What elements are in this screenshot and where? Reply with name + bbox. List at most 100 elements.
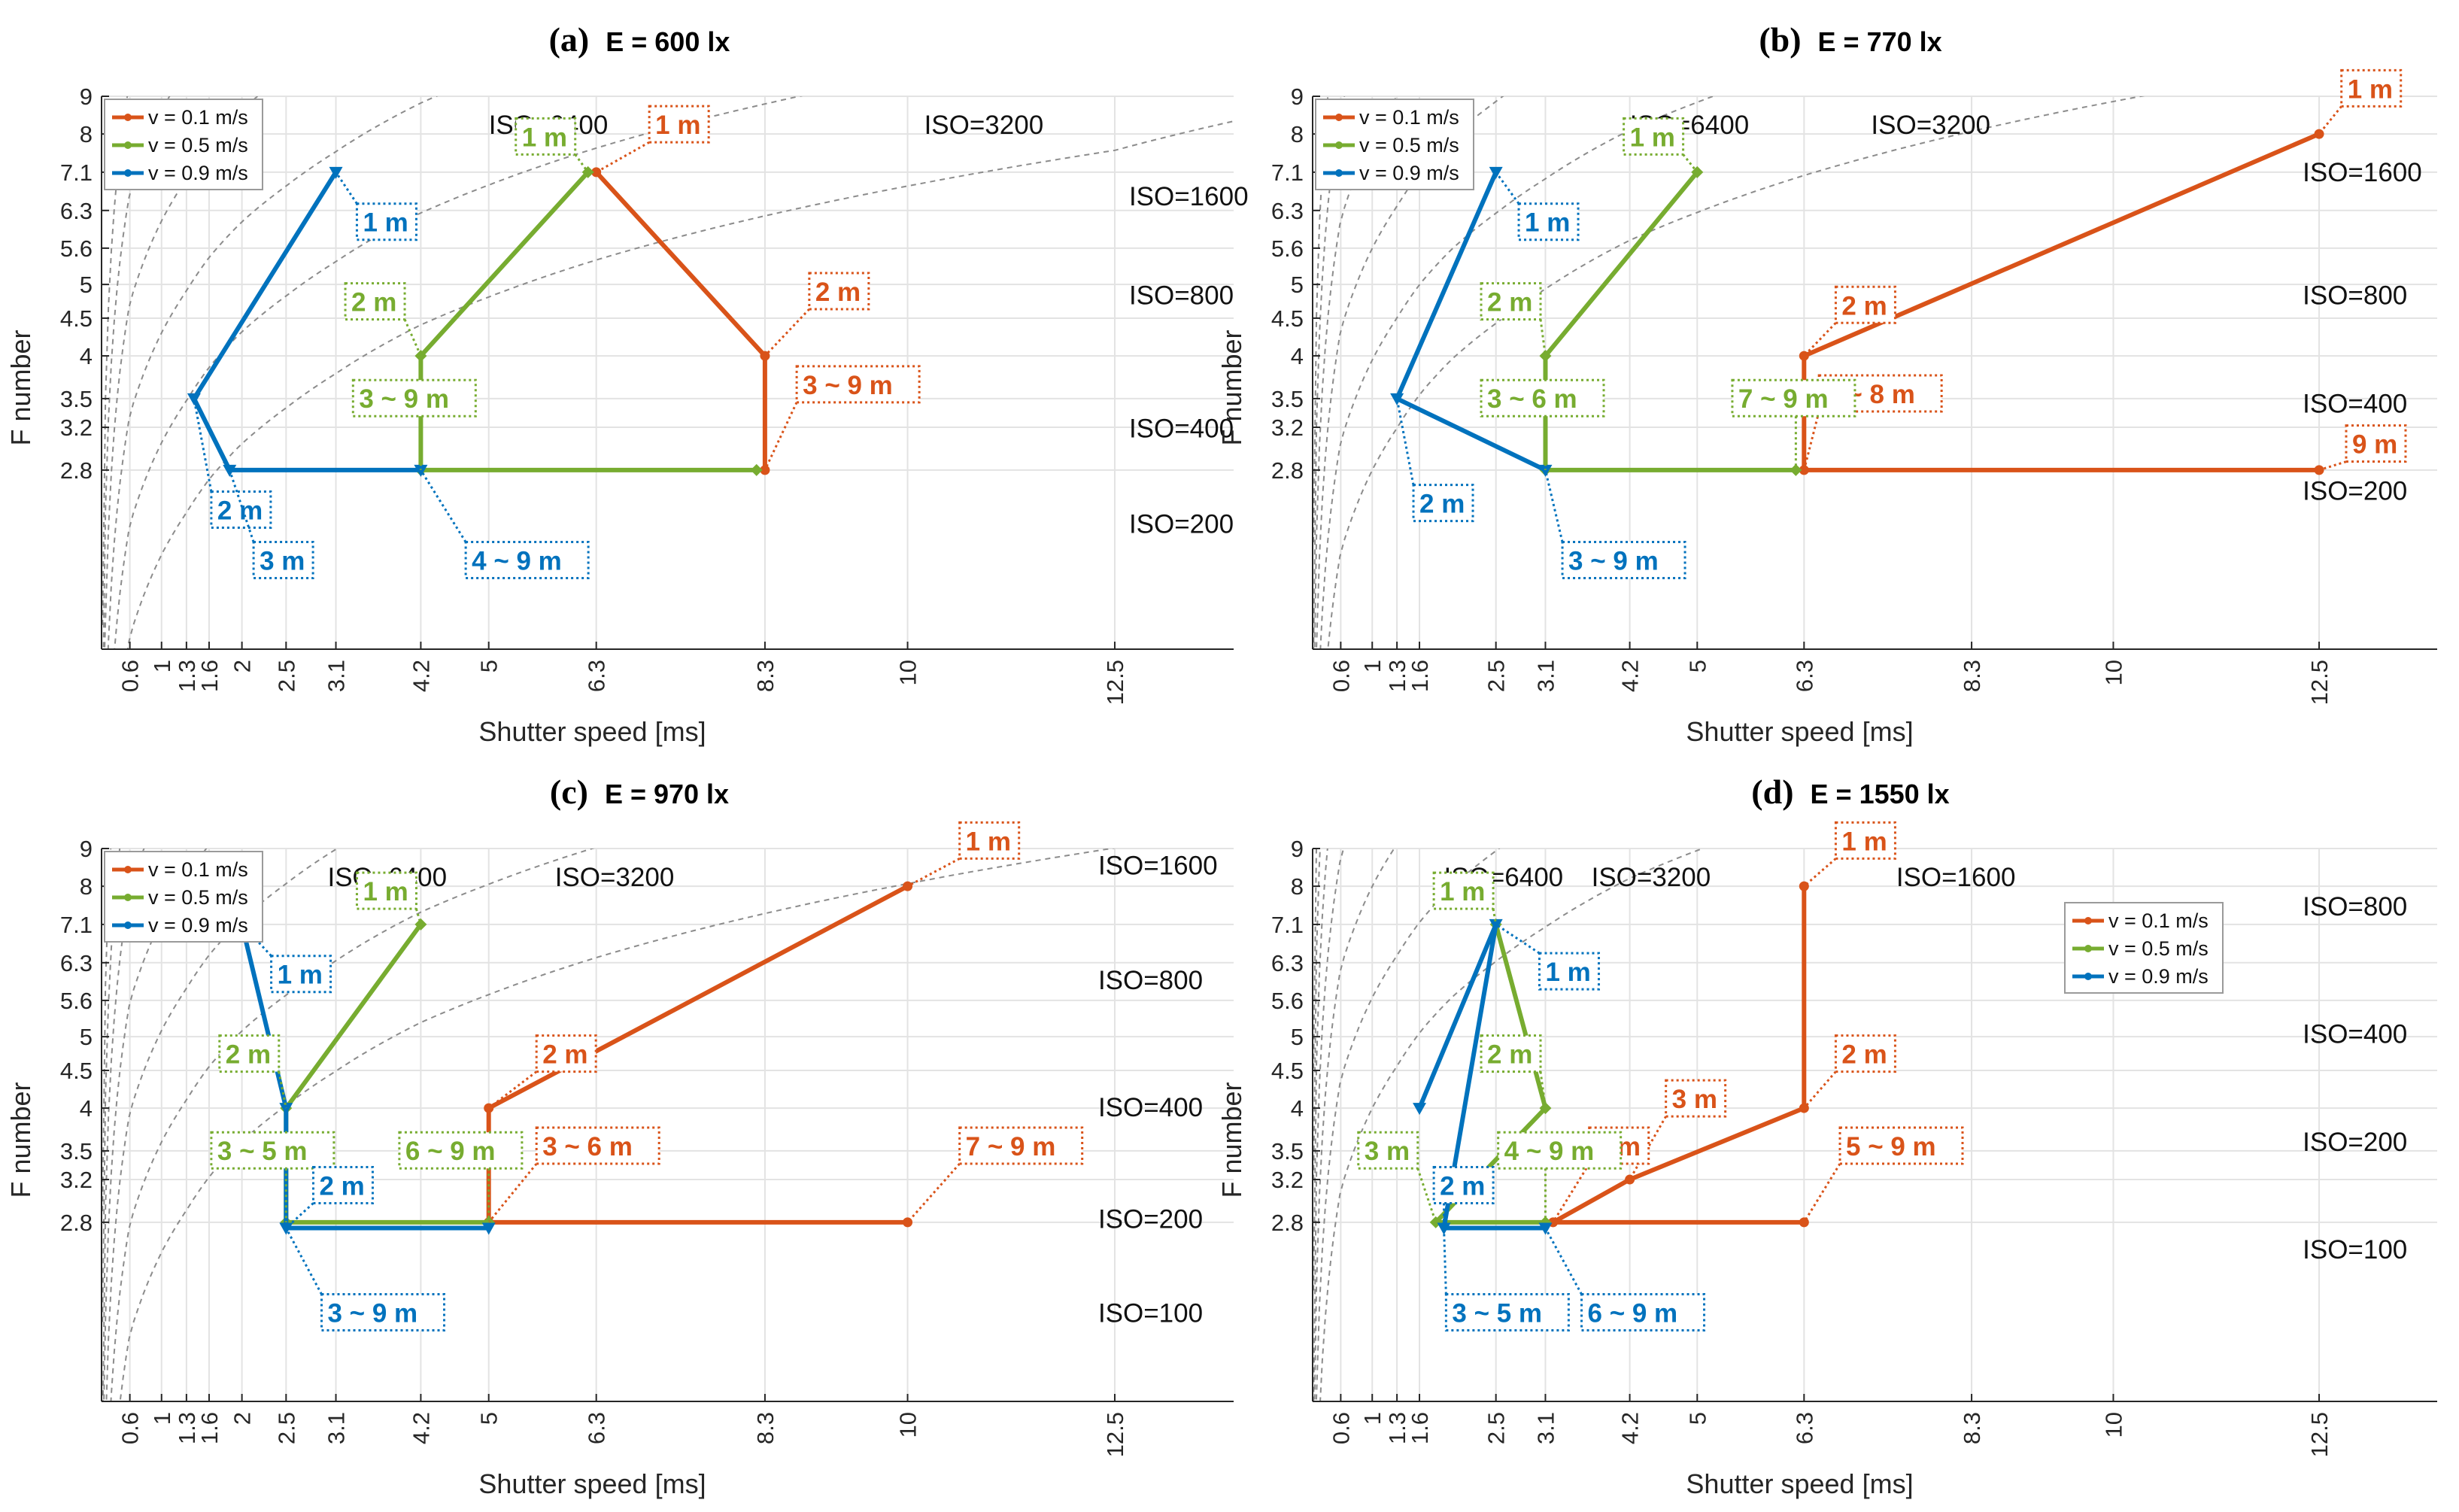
x-axis-label: Shutter speed [ms] <box>478 1468 706 1499</box>
series-line <box>191 171 421 472</box>
data-point <box>1538 464 1553 477</box>
iso-label: ISO=200 <box>1098 1205 1203 1234</box>
y-tick-label: 9 <box>1291 836 1304 862</box>
annotation-label: 1 m <box>1630 123 1675 152</box>
annotation-label: 3 m <box>1365 1137 1410 1166</box>
x-tick-label: 1 <box>149 1412 175 1425</box>
iso-curve-group <box>1313 96 2145 649</box>
y-tick-label: 7.1 <box>1271 912 1304 938</box>
iso-label: ISO=800 <box>2303 281 2407 310</box>
data-point <box>1539 1102 1552 1115</box>
x-tick-label: 12.5 <box>2306 1412 2333 1457</box>
iso-label: ISO=400 <box>2303 390 2407 419</box>
annotation-label: 2 m <box>1487 288 1532 317</box>
annotation-box <box>515 117 577 156</box>
x-tick-label: 2.5 <box>273 1412 299 1444</box>
annotation-box <box>1834 1034 1896 1073</box>
x-tick-label: 12.5 <box>1102 1412 1128 1457</box>
x-tick-label: 0.6 <box>117 1412 144 1444</box>
y-tick-label: 4.5 <box>1271 305 1304 332</box>
annotation-box <box>535 1034 597 1073</box>
data-point <box>187 393 201 405</box>
annotation-box <box>1480 378 1605 417</box>
y-tick-label: 5.6 <box>1271 235 1304 262</box>
annotation-leader <box>284 1227 323 1295</box>
legend-marker <box>124 114 132 121</box>
x-tick-label: 8.3 <box>752 1412 779 1444</box>
plot-area <box>102 849 1234 1401</box>
annotation-leader <box>1495 172 1520 205</box>
annotation-leader <box>1539 1071 1547 1109</box>
x-tick-label: 1.6 <box>196 1412 223 1444</box>
y-tick-label: 3.5 <box>1271 1138 1304 1164</box>
y-tick-label: 9 <box>80 83 93 110</box>
iso-label: ISO=1600 <box>1896 863 2016 892</box>
x-tick-label: 1 <box>149 660 175 673</box>
annotation-box <box>1480 282 1542 321</box>
data-point <box>1390 393 1404 405</box>
y-tick-label: 7.1 <box>60 912 93 938</box>
x-tick-label: 6.3 <box>1791 1412 1817 1444</box>
panel-3: (c)E = 970 lxISO=6400ISO=3200ISO=1600ISO… <box>5 773 1234 1499</box>
annotation-box <box>1480 1034 1542 1073</box>
legend-marker <box>124 141 132 149</box>
legend-marker <box>124 921 132 929</box>
x-tick-label: 0.6 <box>1328 660 1354 692</box>
annotation-leader <box>1629 1116 1667 1180</box>
annotation-leader <box>1803 322 1837 357</box>
x-tick-label: 10 <box>895 660 921 685</box>
annotation-box <box>535 1126 660 1165</box>
annotation-label: 2 m <box>1841 1040 1887 1070</box>
iso-label: ISO=200 <box>1129 510 1234 539</box>
annotation-box <box>1517 202 1580 241</box>
annotation-label: 3 ~ 5 m <box>217 1137 308 1166</box>
y-tick-label: 7.1 <box>1271 159 1304 186</box>
panel-letter: (d) <box>1751 773 1793 811</box>
iso-label: ISO=3200 <box>1871 111 1990 140</box>
data-point <box>1413 1103 1427 1116</box>
legend-marker <box>2084 973 2092 980</box>
data-point <box>279 1103 293 1116</box>
y-tick-label: 8 <box>80 873 93 900</box>
annotation-leader <box>1803 1163 1841 1223</box>
y-axis-label: F number <box>5 1082 36 1198</box>
x-tick-label: 8.3 <box>1959 1412 1985 1444</box>
y-tick-label: 5.6 <box>60 988 93 1014</box>
panel-letter: (a) <box>549 20 590 59</box>
panel-title-text: E = 970 lx <box>605 779 729 809</box>
iso-label: ISO=1600 <box>2303 158 2422 187</box>
y-tick-label: 2.8 <box>1271 1210 1304 1236</box>
annotation-leader <box>764 402 798 471</box>
x-tick-label: 5 <box>1684 660 1711 673</box>
legend-label: v = 0.9 m/s <box>2108 965 2209 988</box>
annotation-box <box>1665 1079 1727 1118</box>
iso-curve <box>107 96 439 649</box>
annotation-label: 4 ~ 9 m <box>1504 1137 1595 1166</box>
annotation-box <box>958 1126 1084 1165</box>
panel-1: (a)E = 600 lxISO=6400ISO=3200ISO=1600ISO… <box>5 20 1249 747</box>
x-tick-label: 1.3 <box>174 1412 200 1444</box>
data-point <box>1489 918 1503 931</box>
annotation-box <box>648 105 710 144</box>
panel-letter: (b) <box>1759 20 1801 59</box>
annotation-label: 1 m <box>278 961 323 990</box>
annotation-leader <box>1803 858 1837 888</box>
y-tick-label: 4.5 <box>60 1058 93 1084</box>
annotation-leader <box>906 858 961 888</box>
legend-label: v = 0.9 m/s <box>148 162 248 184</box>
legend-label: v = 0.5 m/s <box>2108 937 2209 960</box>
x-tick-label: 10 <box>2100 1412 2127 1438</box>
annotation-label: 2 m <box>1841 291 1887 320</box>
legend-label: v = 0.1 m/s <box>2108 909 2209 932</box>
annotation-box <box>1838 1126 1964 1165</box>
annotation-label: 2 m <box>226 1040 271 1070</box>
x-tick-label: 3.1 <box>1532 660 1559 692</box>
y-tick-label: 7.1 <box>60 159 93 186</box>
x-tick-label: 4.2 <box>408 1412 434 1444</box>
annotation-label: 2 m <box>542 1040 587 1070</box>
annotation-label: 5 ~ 9 m <box>1846 1132 1936 1161</box>
annotation-box <box>355 202 417 241</box>
panel-title-text: E = 1550 lx <box>1811 779 1950 809</box>
annotation-label: 3 ~ 9 m <box>327 1299 417 1328</box>
